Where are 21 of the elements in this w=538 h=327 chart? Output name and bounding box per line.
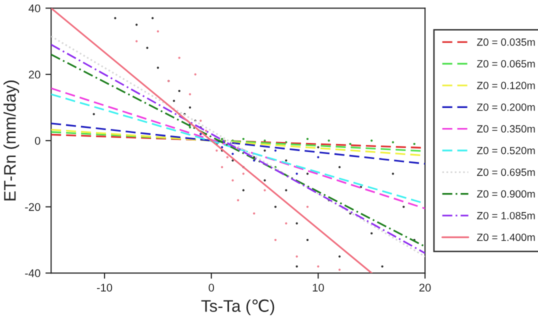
legend-label: Z0 = 0.695m [477, 168, 535, 176]
legend-label: Z0 = 0.520m [477, 146, 535, 154]
legend-label: Z0 = 0.200m [477, 103, 535, 111]
y-tick-label: 20 [28, 70, 40, 79]
legend-label: Z0 = 0.900m [477, 190, 535, 198]
y-tick-label: -40 [25, 269, 40, 278]
legend-label: Z0 = 0.035m [477, 38, 535, 46]
legend-label: Z0 = 0.350m [477, 125, 535, 133]
legend-label: Z0 = 0.120m [477, 82, 535, 90]
x-tick-label: 20 [419, 284, 431, 292]
x-axis-title: Ts-Ta (℃) [201, 299, 274, 316]
x-tick-label: -10 [96, 284, 112, 292]
y-tick-label: 40 [28, 4, 40, 12]
y-tick-label: 0 [34, 136, 40, 145]
legend-label: Z0 = 0.065m [477, 60, 535, 68]
legend-label: Z0 = 1.400m [477, 234, 535, 242]
legend-label: Z0 = 1.085m [477, 212, 535, 220]
x-tick-label: 0 [208, 284, 214, 292]
x-tick-label: 10 [312, 284, 324, 292]
y-axis-title: ET-Rn (mm/day) [4, 80, 20, 200]
y-tick-label: -20 [25, 203, 40, 211]
